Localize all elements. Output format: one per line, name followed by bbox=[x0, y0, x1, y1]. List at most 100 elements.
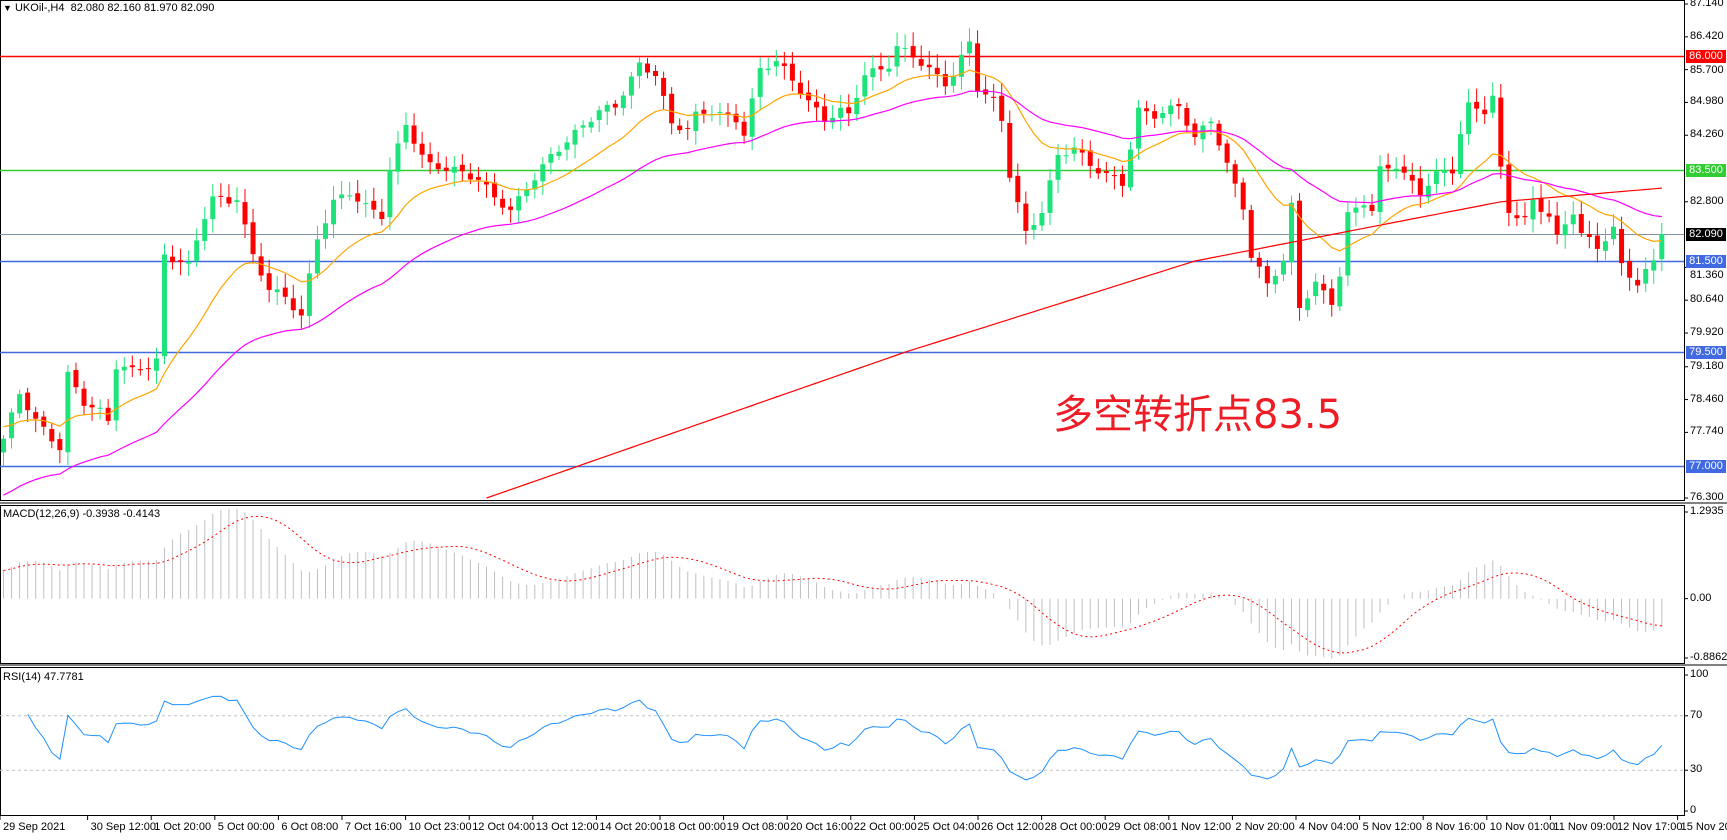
candle-body bbox=[999, 95, 1005, 121]
rsi-tick-label: 100 bbox=[1690, 668, 1709, 680]
candle-body bbox=[266, 273, 272, 290]
candle-body bbox=[1594, 235, 1600, 249]
macd-panel-frame bbox=[0, 505, 1685, 664]
price-tick-label: 80.640 bbox=[1690, 293, 1724, 306]
candle-body bbox=[1377, 166, 1383, 213]
candle-body bbox=[314, 239, 320, 274]
candle-body bbox=[1482, 109, 1488, 115]
level-tag: 81.500 bbox=[1686, 254, 1726, 268]
candle-body bbox=[1353, 207, 1359, 213]
candle-body bbox=[81, 388, 87, 406]
candle-body bbox=[129, 365, 135, 368]
candle-body bbox=[1514, 215, 1520, 219]
time-axis-label: 18 Oct 00:00 bbox=[663, 821, 726, 833]
candle-body bbox=[894, 46, 900, 67]
price-tick-label: 78.460 bbox=[1690, 392, 1724, 405]
candle-body bbox=[918, 59, 924, 66]
ma-mid-line bbox=[3, 90, 1662, 496]
price-panel-frame bbox=[0, 0, 1685, 501]
candle-body bbox=[862, 75, 868, 97]
candle-body bbox=[1055, 154, 1061, 180]
candle-body bbox=[347, 195, 353, 197]
candle-body bbox=[1208, 121, 1214, 124]
candle-body bbox=[1530, 199, 1536, 220]
macd-tick-label: -0.8862 bbox=[1690, 651, 1727, 663]
candle-body bbox=[838, 107, 844, 118]
rsi-panel-frame bbox=[0, 667, 1685, 816]
candle-body bbox=[1007, 123, 1013, 178]
price-tick-label: 77.740 bbox=[1690, 425, 1724, 438]
candle-body bbox=[290, 298, 296, 311]
candle-body bbox=[1643, 268, 1649, 284]
candle-body bbox=[331, 199, 337, 225]
candle-body bbox=[661, 77, 667, 96]
candle-body bbox=[628, 76, 634, 96]
candle-body bbox=[1232, 164, 1238, 184]
time-axis-label: 10 Oct 23:00 bbox=[408, 821, 472, 833]
time-axis-label: 14 Oct 20:00 bbox=[599, 821, 663, 833]
candle-body bbox=[427, 154, 433, 163]
time-axis-label: 22 Oct 00:00 bbox=[853, 821, 917, 833]
symbol-label: UKOil-,H4 bbox=[14, 2, 65, 14]
rsi-label: RSI(14) 47.7781 bbox=[3, 671, 84, 683]
candle-body bbox=[186, 261, 192, 264]
candle-body bbox=[1152, 111, 1158, 119]
candle-body bbox=[17, 394, 23, 414]
candle-body bbox=[1417, 178, 1423, 196]
candle-body bbox=[234, 200, 240, 202]
candle-body bbox=[1224, 143, 1230, 163]
candle-body bbox=[1425, 185, 1431, 198]
chart-header: ▼ UKOil-,H4 82.080 82.160 81.970 82.090 bbox=[3, 2, 214, 14]
candle-body bbox=[451, 166, 457, 173]
candle-body bbox=[991, 96, 997, 98]
candle-body bbox=[49, 428, 55, 442]
candle-body bbox=[822, 106, 828, 122]
time-axis-label: 1 Nov 12:00 bbox=[1171, 821, 1232, 833]
candle-body bbox=[604, 104, 610, 112]
time-axis-label: 5 Nov 12:00 bbox=[1362, 821, 1422, 833]
candle-body bbox=[1039, 212, 1045, 226]
candle-body bbox=[1401, 166, 1407, 173]
candle-body bbox=[379, 211, 385, 220]
candle-body bbox=[1031, 224, 1037, 230]
candle-body bbox=[25, 392, 31, 411]
candle-body bbox=[1369, 204, 1375, 211]
candle-body bbox=[797, 82, 803, 95]
candle-body bbox=[306, 273, 312, 317]
level-tag: 86.000 bbox=[1686, 49, 1726, 63]
price-tick-label: 84.980 bbox=[1690, 95, 1724, 108]
candle-body bbox=[749, 98, 755, 137]
candle-body bbox=[89, 404, 95, 408]
candle-body bbox=[958, 54, 964, 77]
candle-body bbox=[170, 256, 176, 263]
candle-body bbox=[1289, 202, 1294, 263]
time-axis-label: 10 Nov 01:00 bbox=[1489, 821, 1556, 833]
candle-body bbox=[806, 92, 811, 101]
time-axis-label: 12 Nov 17:00 bbox=[1617, 821, 1683, 833]
candle-body bbox=[620, 95, 626, 109]
ma-slow-line bbox=[486, 187, 1662, 499]
time-axis-label: 15 Nov 20:00 bbox=[1680, 821, 1727, 833]
candle-body bbox=[1586, 234, 1592, 238]
candle-body bbox=[516, 196, 522, 211]
candle-body bbox=[757, 68, 763, 97]
candle-body bbox=[814, 101, 820, 108]
candle-body bbox=[580, 125, 586, 128]
candle-body bbox=[1433, 171, 1439, 184]
candle-body bbox=[645, 63, 650, 73]
dropdown-arrow-icon[interactable]: ▼ bbox=[3, 3, 12, 13]
time-axis-label: 26 Oct 12:00 bbox=[981, 821, 1044, 833]
candle-body bbox=[1450, 169, 1455, 174]
price-tick-label: 81.360 bbox=[1690, 269, 1724, 282]
candle-body bbox=[846, 107, 852, 114]
candle-body bbox=[1071, 147, 1077, 154]
candle-body bbox=[242, 202, 248, 225]
candle-body bbox=[789, 63, 795, 81]
candle-body bbox=[685, 127, 691, 129]
rsi-tick-label: 70 bbox=[1690, 708, 1703, 721]
candle-body bbox=[282, 287, 288, 297]
candle-body bbox=[870, 68, 876, 78]
rsi-line bbox=[27, 695, 1663, 781]
candle-body bbox=[403, 124, 409, 143]
